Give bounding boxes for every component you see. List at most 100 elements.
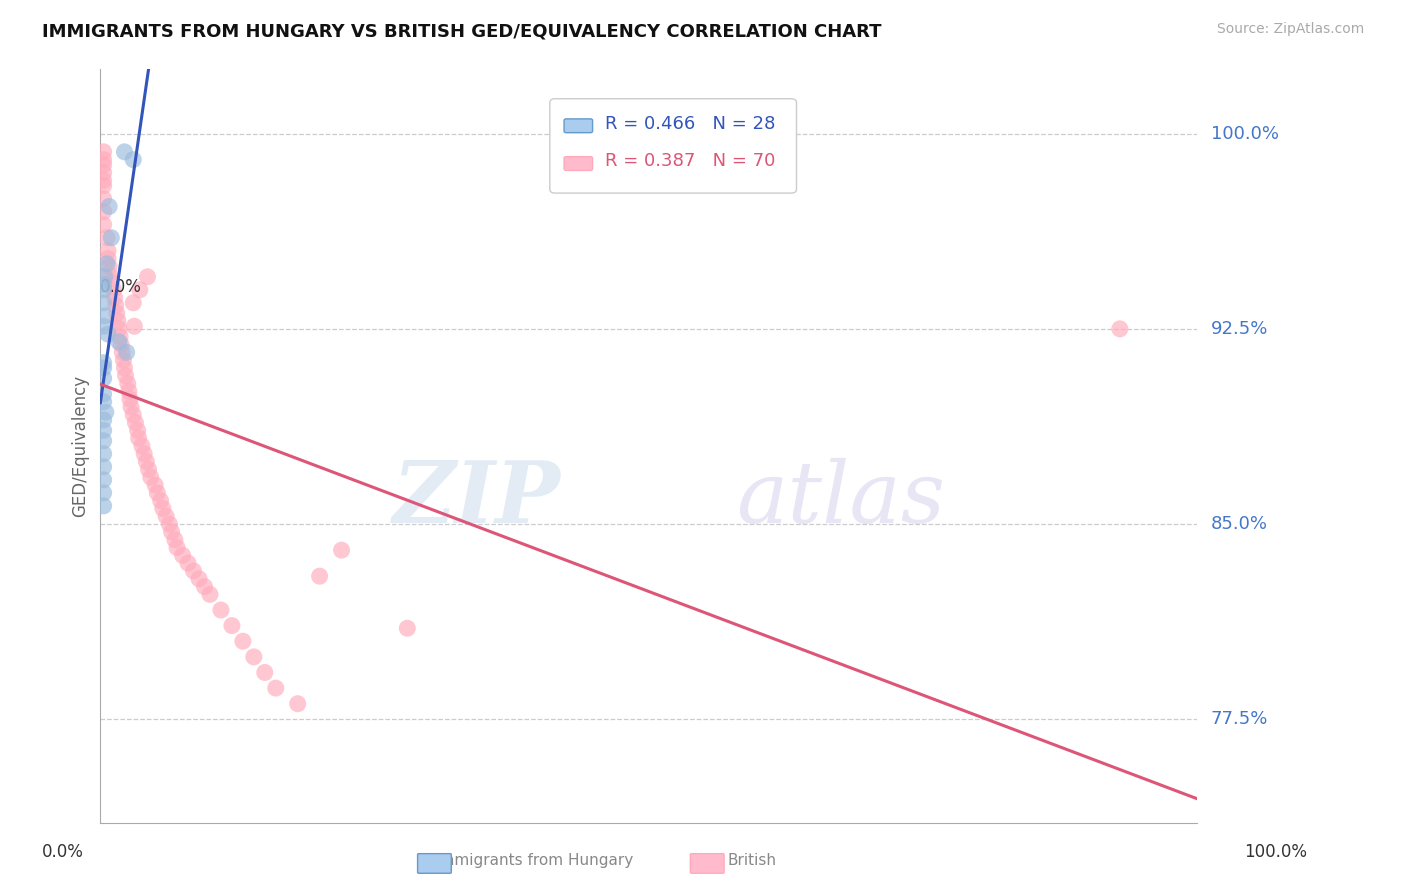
Point	[198, 587, 221, 601]
Point	[93, 499, 115, 513]
FancyBboxPatch shape	[564, 119, 592, 133]
FancyBboxPatch shape	[550, 99, 796, 193]
Point	[93, 309, 115, 323]
Point	[396, 621, 419, 635]
Point	[120, 400, 142, 414]
Text: 77.5%: 77.5%	[1211, 710, 1268, 729]
Point	[177, 556, 200, 570]
Point	[157, 517, 180, 532]
Point	[93, 218, 115, 232]
Point	[94, 405, 117, 419]
Text: R = 0.466   N = 28: R = 0.466 N = 28	[605, 115, 775, 133]
Point	[104, 291, 127, 305]
Point	[330, 543, 353, 558]
Point	[100, 231, 122, 245]
Point	[112, 353, 135, 368]
Point	[105, 306, 128, 320]
Point	[114, 360, 136, 375]
Point	[114, 145, 136, 159]
Text: atlas: atlas	[737, 458, 945, 541]
Point	[124, 319, 146, 334]
Text: 92.5%: 92.5%	[1211, 320, 1268, 338]
Point	[136, 269, 159, 284]
Point	[134, 447, 156, 461]
Point	[108, 329, 131, 343]
Point	[143, 478, 166, 492]
Text: Immigrants from Hungary: Immigrants from Hungary	[434, 854, 634, 868]
Point	[93, 166, 115, 180]
Text: R = 0.387   N = 70: R = 0.387 N = 70	[605, 153, 775, 170]
Point	[287, 697, 309, 711]
Point	[108, 322, 131, 336]
Point	[93, 283, 115, 297]
Point	[232, 634, 254, 648]
Point	[264, 681, 287, 695]
Point	[118, 392, 141, 406]
Text: 0.0%: 0.0%	[100, 277, 142, 295]
Point	[96, 257, 118, 271]
Point	[97, 252, 120, 266]
Point	[253, 665, 276, 680]
Point	[172, 549, 194, 563]
Point	[104, 298, 127, 312]
Point	[93, 178, 115, 193]
Point	[221, 618, 243, 632]
Point	[108, 334, 131, 349]
Point	[103, 283, 125, 297]
Point	[93, 192, 115, 206]
FancyBboxPatch shape	[564, 157, 592, 170]
Point	[163, 533, 186, 547]
Point	[138, 462, 160, 476]
Point	[117, 376, 139, 391]
Point	[100, 275, 122, 289]
Point	[149, 493, 172, 508]
Point	[93, 204, 115, 219]
Point	[93, 319, 115, 334]
Text: IMMIGRANTS FROM HUNGARY VS BRITISH GED/EQUIVALENCY CORRELATION CHART: IMMIGRANTS FROM HUNGARY VS BRITISH GED/E…	[42, 22, 882, 40]
Point	[166, 541, 188, 555]
Point	[93, 295, 115, 310]
Point	[115, 345, 138, 359]
Point	[93, 394, 115, 409]
Point	[93, 423, 115, 437]
Point	[114, 368, 136, 383]
Point	[107, 314, 129, 328]
Point	[93, 173, 115, 187]
Point	[243, 649, 266, 664]
Text: 100.0%: 100.0%	[1211, 125, 1278, 143]
Point	[93, 356, 115, 370]
Point	[139, 470, 162, 484]
Point	[160, 524, 183, 539]
Point	[146, 486, 169, 500]
Point	[124, 416, 146, 430]
Point	[93, 158, 115, 172]
Point	[308, 569, 330, 583]
Point	[93, 434, 115, 448]
Point	[93, 153, 115, 167]
Point	[98, 260, 121, 274]
Point	[93, 413, 115, 427]
Point	[118, 384, 141, 399]
Text: ZIP: ZIP	[392, 457, 561, 541]
Text: 0.0%: 0.0%	[42, 843, 84, 861]
Point	[93, 145, 115, 159]
Point	[93, 473, 115, 487]
Point	[97, 244, 120, 258]
Point	[93, 459, 115, 474]
Point	[193, 580, 215, 594]
Point	[122, 153, 145, 167]
Point	[98, 267, 121, 281]
Point	[110, 337, 132, 351]
Point	[122, 408, 145, 422]
Point	[188, 572, 211, 586]
Point	[155, 509, 177, 524]
Point	[93, 277, 115, 292]
Point	[93, 486, 115, 500]
Point	[128, 431, 150, 445]
Text: 85.0%: 85.0%	[1211, 515, 1268, 533]
Point	[93, 447, 115, 461]
Point	[93, 387, 115, 401]
Point	[128, 283, 150, 297]
Y-axis label: GED/Equivalency: GED/Equivalency	[72, 375, 89, 517]
Point	[127, 423, 149, 437]
